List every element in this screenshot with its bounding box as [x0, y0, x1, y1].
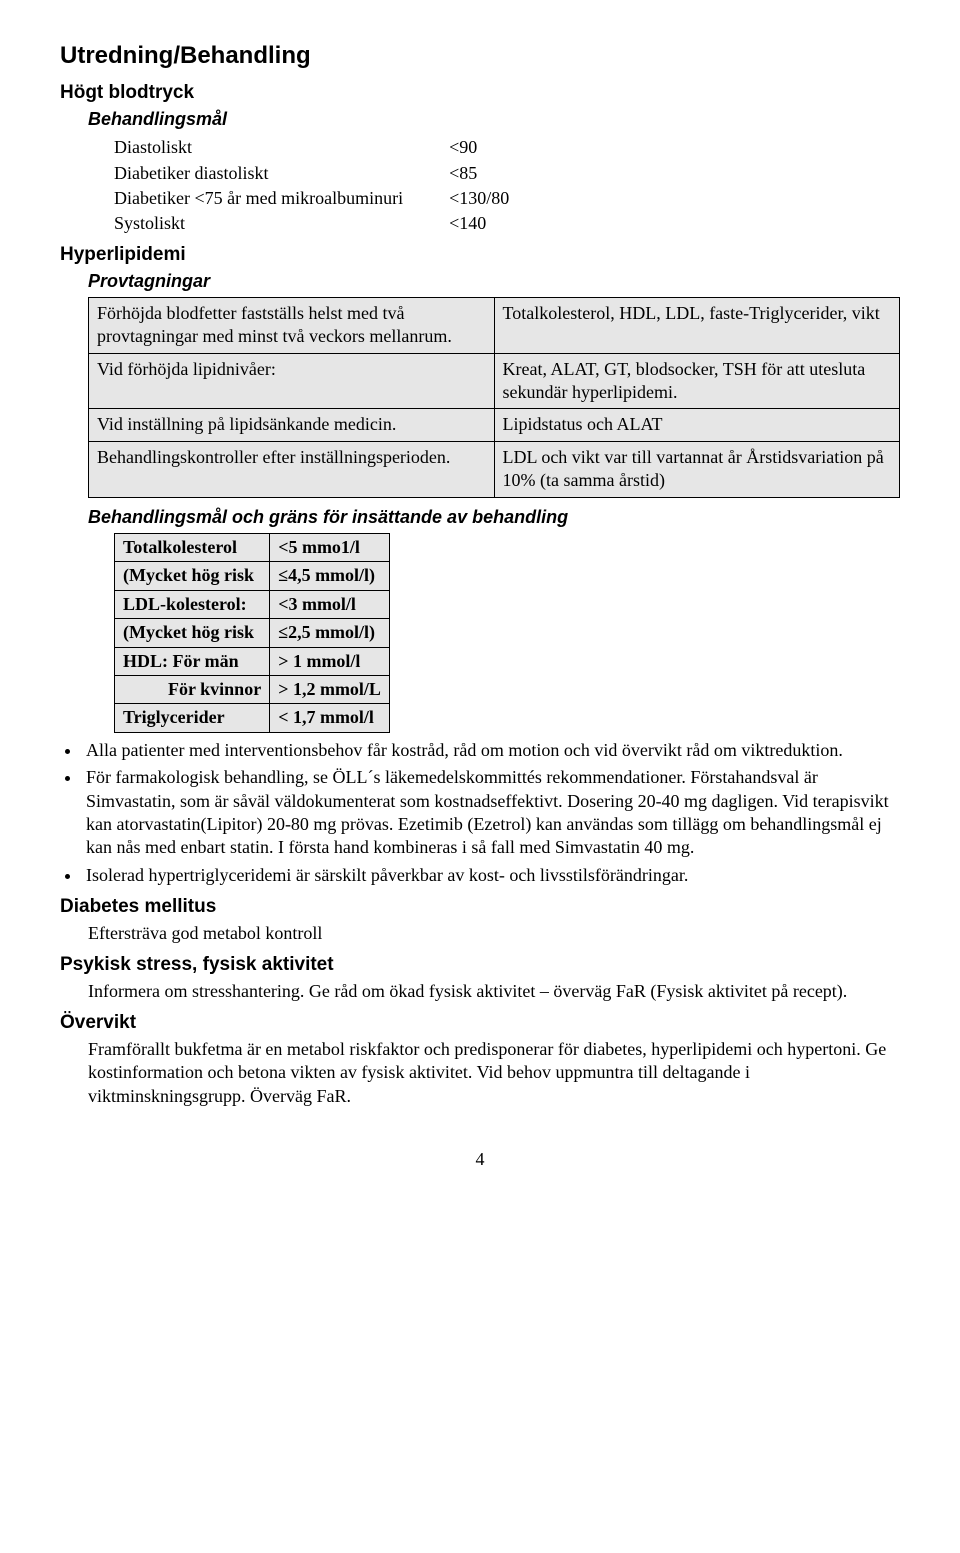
hyperlipidemi-bullets: Alla patienter med interventionsbehov få…: [82, 739, 900, 887]
cell-right: Totalkolesterol, HDL, LDL, faste-Triglyc…: [494, 297, 900, 353]
cell-value: <130/80: [409, 186, 515, 211]
cell-label: (Mycket hög risk: [115, 619, 270, 647]
table-row: Förhöjda blodfetter fastställs helst med…: [89, 297, 900, 353]
subheading-behandlingsmal: Behandlingsmål: [88, 108, 900, 131]
table-row: (Mycket hög risk≤2,5 mmol/l): [115, 619, 390, 647]
section-diabetes: Diabetes mellitus: [60, 895, 900, 920]
provtagningar-table: Förhöjda blodfetter fastställs helst med…: [88, 297, 900, 498]
cell-value: < 1,7 mmol/l: [270, 704, 390, 732]
cell-value: <90: [409, 135, 515, 160]
table-row: LDL-kolesterol:<3 mmol/l: [115, 590, 390, 618]
cell-label: (Mycket hög risk: [115, 562, 270, 590]
table-row: Triglycerider< 1,7 mmol/l: [115, 704, 390, 732]
cell-value: <3 mmol/l: [270, 590, 390, 618]
cell-label: HDL: För män: [115, 647, 270, 675]
section-hogt-blodtryck: Högt blodtryck: [60, 81, 900, 106]
cell-value: > 1 mmol/l: [270, 647, 390, 675]
section-hyperlipidemi: Hyperlipidemi: [60, 243, 900, 268]
table-row: Diabetiker diastoliskt<85: [114, 161, 515, 186]
cell-value: > 1,2 mmol/L: [270, 675, 390, 703]
cell-value: <85: [409, 161, 515, 186]
table-row: För kvinnor> 1,2 mmol/L: [115, 675, 390, 703]
table-row: Systoliskt<140: [114, 211, 515, 236]
cell-label: Diabetiker diastoliskt: [114, 161, 409, 186]
cell-label: För kvinnor: [115, 675, 270, 703]
behandlingsmal-table: Totalkolesterol<5 mmo1/l (Mycket hög ris…: [114, 533, 390, 733]
psykisk-text: Informera om stresshantering. Ge råd om …: [88, 980, 900, 1003]
page-number: 4: [60, 1148, 900, 1171]
subheading-provtagningar: Provtagningar: [88, 270, 900, 293]
table-row: (Mycket hög risk≤4,5 mmol/l): [115, 562, 390, 590]
overvikt-text: Framförallt bukfetma är en metabol riskf…: [88, 1038, 900, 1108]
page-title: Utredning/Behandling: [60, 40, 900, 71]
section-overvikt: Övervikt: [60, 1011, 900, 1036]
subheading-behandlingsmal-grans: Behandlingsmål och gräns för insättande …: [88, 506, 900, 529]
cell-left: Vid förhöjda lipidnivåer:: [89, 353, 495, 409]
list-item: Isolerad hypertriglyceridemi är särskilt…: [82, 864, 900, 887]
cell-left: Förhöjda blodfetter fastställs helst med…: [89, 297, 495, 353]
section-psykisk: Psykisk stress, fysisk aktivitet: [60, 953, 900, 978]
blodtryck-table: Diastoliskt<90 Diabetiker diastoliskt<85…: [114, 135, 515, 237]
table-row: Totalkolesterol<5 mmo1/l: [115, 534, 390, 562]
cell-left: Behandlingskontroller efter inställnings…: [89, 441, 495, 497]
table-row: Diabetiker <75 år med mikroalbuminuri<13…: [114, 186, 515, 211]
list-item: För farmakologisk behandling, se ÖLL´s l…: [82, 766, 900, 860]
table-row: Behandlingskontroller efter inställnings…: [89, 441, 900, 497]
cell-value: <5 mmo1/l: [270, 534, 390, 562]
cell-right: Kreat, ALAT, GT, blodsocker, TSH för att…: [494, 353, 900, 409]
cell-value: <140: [409, 211, 515, 236]
cell-value: ≤4,5 mmol/l): [270, 562, 390, 590]
cell-right: LDL och vikt var till vartannat år Årsti…: [494, 441, 900, 497]
list-item: Alla patienter med interventionsbehov få…: [82, 739, 900, 762]
diabetes-text: Eftersträva god metabol kontroll: [88, 922, 900, 945]
cell-label: Systoliskt: [114, 211, 409, 236]
cell-right: Lipidstatus och ALAT: [494, 409, 900, 441]
cell-label: Totalkolesterol: [115, 534, 270, 562]
table-row: Diastoliskt<90: [114, 135, 515, 160]
cell-value: ≤2,5 mmol/l): [270, 619, 390, 647]
cell-label: Diastoliskt: [114, 135, 409, 160]
table-row: Vid förhöjda lipidnivåer:Kreat, ALAT, GT…: [89, 353, 900, 409]
table-row: Vid inställning på lipidsänkande medicin…: [89, 409, 900, 441]
table-row: HDL: För män> 1 mmol/l: [115, 647, 390, 675]
cell-label: LDL-kolesterol:: [115, 590, 270, 618]
cell-label: Diabetiker <75 år med mikroalbuminuri: [114, 186, 409, 211]
cell-left: Vid inställning på lipidsänkande medicin…: [89, 409, 495, 441]
cell-label: Triglycerider: [115, 704, 270, 732]
